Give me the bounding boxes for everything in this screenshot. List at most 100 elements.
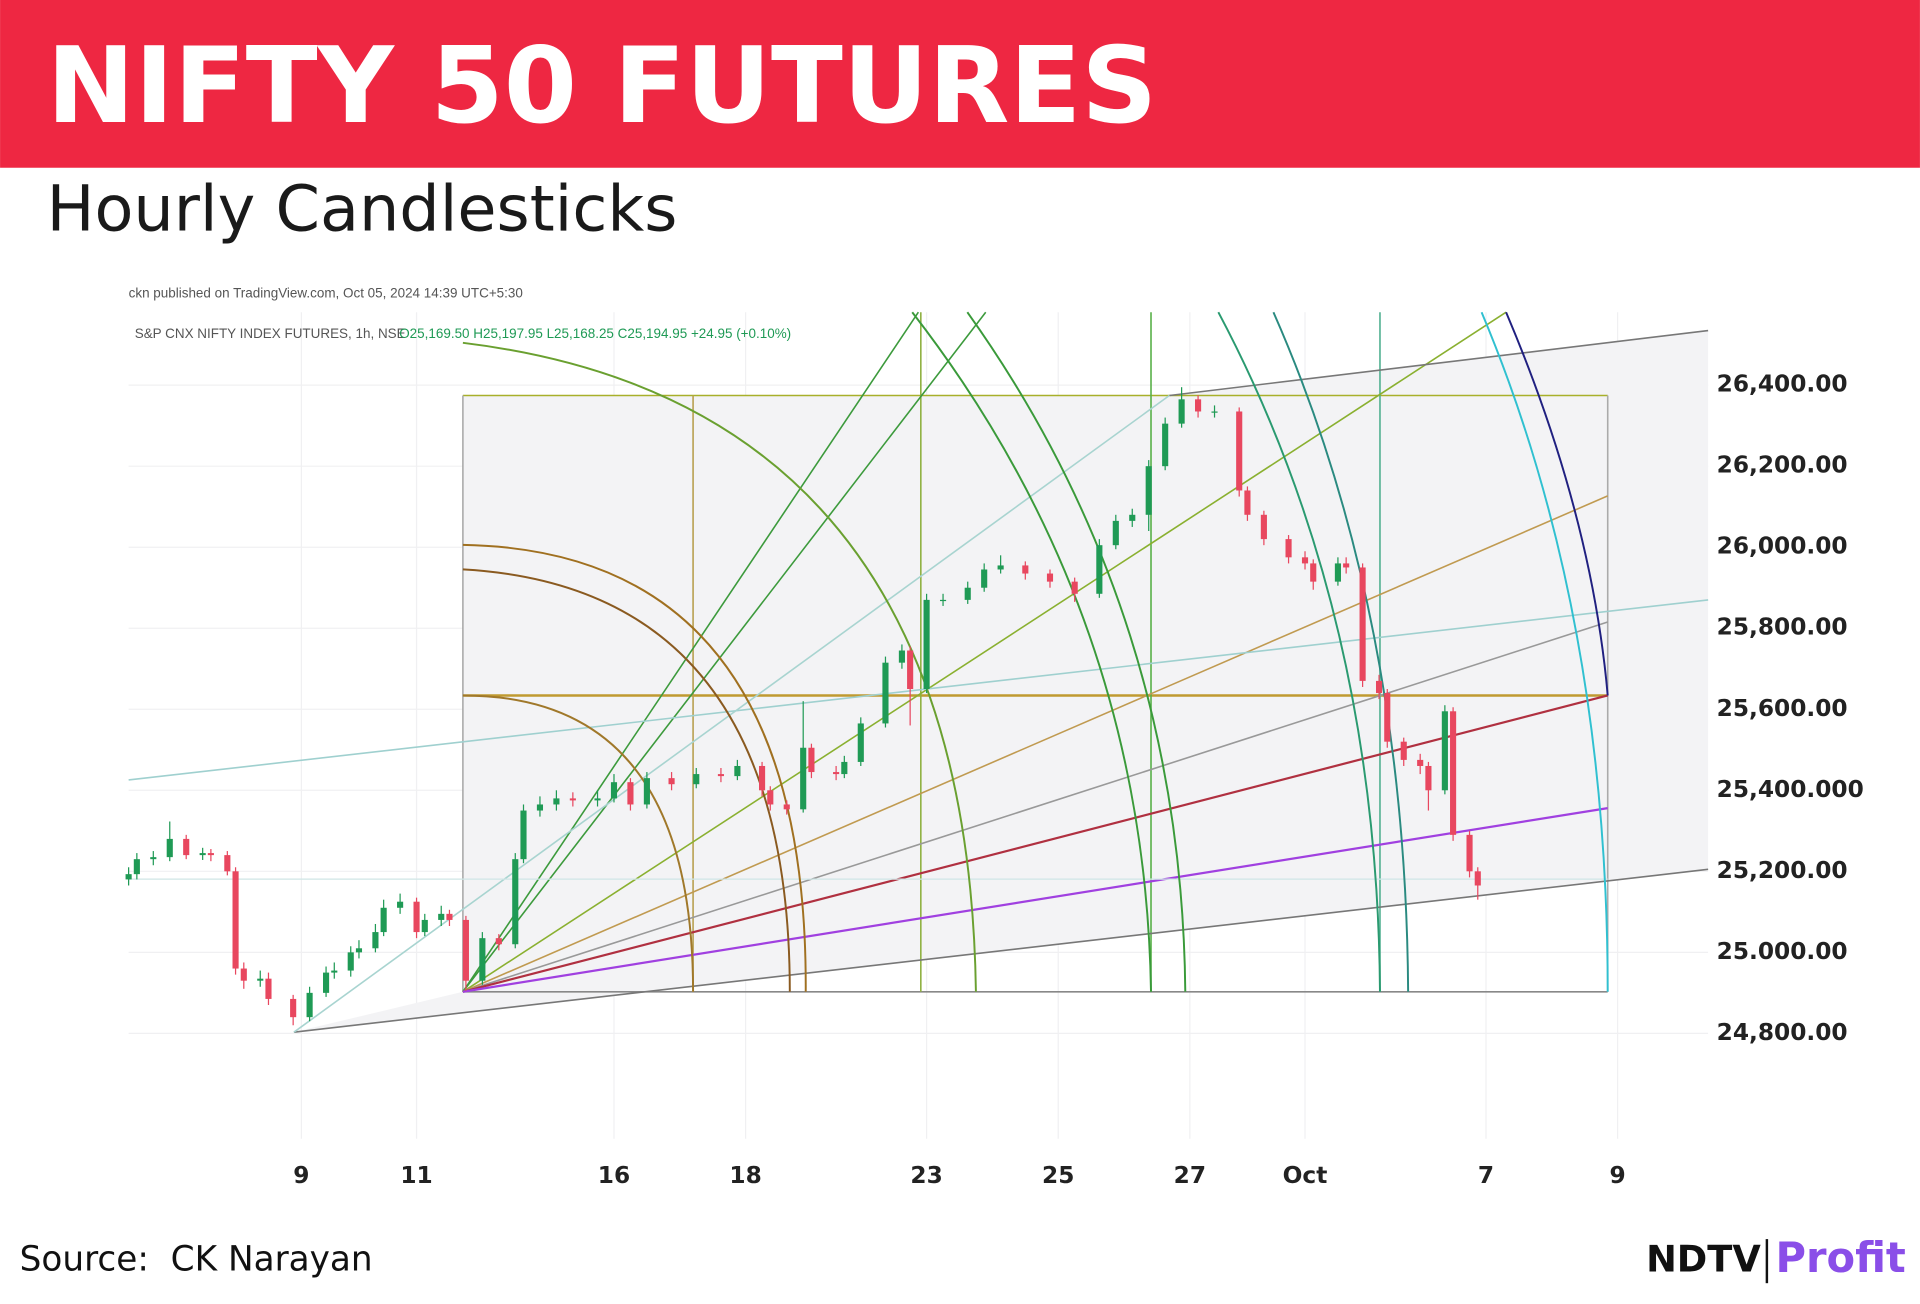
candle-body xyxy=(1343,563,1350,568)
y-tick-label: 26,200.00 xyxy=(1717,452,1848,479)
candle-body xyxy=(668,778,675,785)
y-tick-label: 25,200.00 xyxy=(1717,857,1848,884)
candle-body xyxy=(520,810,527,860)
drawing-line xyxy=(1169,329,1709,397)
x-tick-label: 25 xyxy=(1042,1162,1074,1189)
candle-body xyxy=(479,938,486,981)
drawing-arc xyxy=(462,568,791,992)
candle-body xyxy=(232,871,239,969)
candle-body xyxy=(462,919,469,981)
drawing-arc xyxy=(1505,311,1609,696)
source-note: Source: CK Narayan xyxy=(20,1240,373,1280)
candle-body xyxy=(553,798,560,805)
candle-body xyxy=(1211,411,1218,413)
candle-body xyxy=(610,782,618,799)
x-tick-label: 7 xyxy=(1478,1162,1494,1189)
candle-body xyxy=(1359,567,1366,681)
x-tick-label: 9 xyxy=(1610,1162,1626,1189)
drawing-line xyxy=(462,495,1609,993)
y-tick-label: 25,600.00 xyxy=(1717,695,1848,722)
x-tick-label: 11 xyxy=(400,1162,432,1189)
candle-body xyxy=(1301,557,1309,564)
candle-body xyxy=(1310,563,1317,582)
candle-body xyxy=(1400,741,1407,760)
candle-body xyxy=(627,782,634,805)
chart-subtitle: Hourly Candlesticks xyxy=(47,173,678,247)
candle-body xyxy=(800,747,807,810)
candle-body xyxy=(783,804,790,810)
candle-body xyxy=(1236,411,1243,491)
candle-body xyxy=(306,992,313,1018)
candle-body xyxy=(808,747,815,773)
candle-body xyxy=(133,859,140,875)
x-tick-label: 16 xyxy=(598,1162,630,1189)
candle-body xyxy=(446,913,453,920)
y-tick-label: 25,800.00 xyxy=(1717,614,1848,641)
title-banner xyxy=(0,0,1920,168)
drawing-line xyxy=(462,621,1608,993)
brand-sub: Profit xyxy=(1775,1233,1905,1282)
candle-body xyxy=(1425,765,1432,791)
candle-body xyxy=(997,565,1004,570)
candle-body xyxy=(1112,520,1119,546)
candle-body xyxy=(964,587,971,600)
candle-body xyxy=(1417,759,1424,766)
candle-body xyxy=(224,855,231,872)
candle-body xyxy=(734,765,741,777)
candle-body xyxy=(1384,693,1391,742)
candle-body xyxy=(939,599,947,602)
candle-body xyxy=(421,919,428,933)
candle-body xyxy=(1071,581,1078,594)
candle-body xyxy=(594,798,601,801)
candle-body xyxy=(923,599,930,690)
candle-body xyxy=(1178,399,1185,424)
drawing-arc xyxy=(462,694,695,992)
candle-body xyxy=(1145,466,1152,515)
y-tick-label: 24,800.00 xyxy=(1717,1019,1848,1046)
candle-body xyxy=(898,650,905,663)
candle-body xyxy=(207,853,214,856)
candle-body xyxy=(1244,490,1251,515)
x-tick-label: 9 xyxy=(293,1162,309,1189)
candle-body xyxy=(1129,514,1136,521)
published-note: ckn published on TradingView.com, Oct 05… xyxy=(129,285,523,300)
candle-body xyxy=(1096,545,1103,594)
x-tick-label: Oct xyxy=(1283,1162,1328,1189)
candle-body xyxy=(1285,539,1292,558)
candle-body xyxy=(166,838,173,858)
candle-body xyxy=(240,968,247,981)
candle-body xyxy=(199,853,206,856)
candle-body xyxy=(1466,834,1473,872)
candle-body xyxy=(331,970,338,973)
y-tick-label: 26,400.00 xyxy=(1717,371,1848,398)
gann-shade xyxy=(293,330,1709,1033)
drawing-arc xyxy=(1480,311,1609,992)
candle-body xyxy=(438,913,445,920)
candle-body xyxy=(1441,711,1448,791)
candle-body xyxy=(183,838,190,856)
drawing-line xyxy=(293,394,1170,1033)
drawing-line xyxy=(128,599,1709,781)
y-tick-label: 25,400.000 xyxy=(1717,776,1864,803)
candle-body xyxy=(413,901,420,933)
candle-body xyxy=(536,804,544,811)
drawing-line xyxy=(293,868,1709,1033)
candle-body xyxy=(759,765,766,791)
candle-body xyxy=(693,774,700,785)
candle-body xyxy=(347,952,354,971)
candle-body xyxy=(355,948,363,953)
chart-title: NIFTY 50 FUTURES xyxy=(47,24,1158,147)
drawing-arc xyxy=(1217,311,1381,992)
drawing-line xyxy=(462,807,1608,993)
candle-body xyxy=(1195,399,1202,412)
candle-body xyxy=(322,972,330,993)
candle-body xyxy=(397,901,404,908)
candle-body xyxy=(150,857,157,860)
candle-body xyxy=(495,938,502,945)
candle-body xyxy=(857,723,864,762)
x-tick-label: 23 xyxy=(910,1162,942,1189)
candle-body xyxy=(833,772,840,775)
x-tick-label: 27 xyxy=(1174,1162,1206,1189)
drawing-arc xyxy=(462,341,977,992)
